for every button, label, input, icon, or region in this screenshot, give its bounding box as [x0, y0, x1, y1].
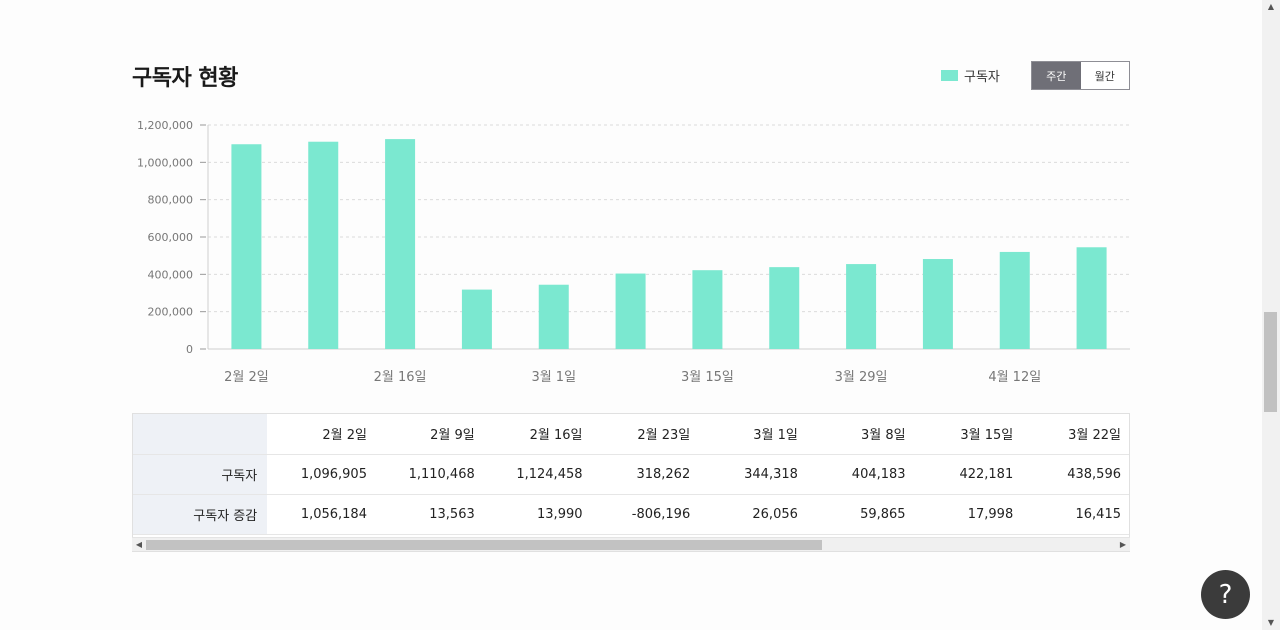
vertical-scrollbar[interactable]: ▲ ▼	[1262, 0, 1280, 630]
y-tick-label: 1,000,000	[137, 156, 193, 169]
table-cell: 1,124,458	[516, 466, 583, 482]
bar-12	[1076, 247, 1107, 349]
table-cell: 1,056,184	[300, 506, 367, 522]
y-tick-label: 200,000	[148, 306, 194, 319]
table-cell: 26,056	[752, 506, 798, 522]
column-header: 3월 15일	[960, 428, 1014, 444]
subscriber-bar-chart: 0 200,000 400,000 600,000 800,000 1,000,000 1,…	[137, 119, 1130, 385]
column-header: 3월 1일	[753, 428, 798, 444]
chart-legend: 구독자	[941, 66, 1000, 85]
table-cell: 1,096,905	[300, 466, 367, 482]
x-tick-label: 3월 1일	[531, 370, 576, 385]
x-tick-label: 4월 12일	[988, 370, 1041, 385]
table-cell: 438,596	[1067, 466, 1121, 482]
table-header-row: 2월 2일 2월 9일 2월 16일 2월 23일 3월 1일 3월 8일 3월 15일 3월…	[133, 414, 1129, 454]
legend-swatch	[941, 70, 958, 81]
table-cell: 1,110,468	[408, 466, 475, 482]
y-tick-label: 600,000	[148, 231, 194, 244]
data-table-container: 2월 2일 2월 9일 2월 16일 2월 23일 3월 1일 3월 8일 3월 15일 3월…	[132, 413, 1130, 552]
table-cell: 16,415	[1075, 506, 1122, 522]
table-cell: 59,865	[860, 506, 906, 522]
bar-1	[231, 144, 262, 349]
page-title: 구독자 현황	[132, 66, 238, 91]
bar-5	[538, 284, 569, 349]
bar-10	[922, 259, 953, 349]
bar-11	[999, 251, 1030, 349]
table-row: 구독자 증감 1,056,184 13,563 13,990 -806,196 26,05…	[133, 494, 1129, 534]
table-cell: 13,563	[429, 506, 475, 522]
y-tick-label: 1,200,000	[137, 119, 193, 132]
scroll-left-icon[interactable]: ◀	[135, 540, 143, 549]
weekly-toggle-button[interactable]: 주간	[1032, 62, 1081, 89]
y-tick-label: 800,000	[148, 194, 194, 207]
bar-4	[461, 289, 492, 349]
scroll-right-icon[interactable]: ▶	[1119, 540, 1127, 549]
monthly-toggle-button[interactable]: 월간	[1080, 62, 1129, 89]
x-tick-label: 3월 15일	[681, 370, 734, 385]
x-tick-label: 2월 16일	[374, 370, 427, 385]
x-tick-label: 3월 29일	[835, 370, 888, 385]
column-header: 3월 8일	[860, 428, 906, 444]
bar-2	[308, 141, 339, 349]
horizontal-scrollbar[interactable]: ◀ ▶	[132, 537, 1130, 551]
table-cell: -806,196	[631, 506, 691, 522]
bar-9	[846, 264, 877, 349]
column-header: 2월 23일	[637, 428, 691, 444]
horizontal-scroll-thumb[interactable]	[146, 540, 822, 550]
bar-7	[692, 270, 723, 349]
row-header: 구독자 증감	[133, 494, 268, 534]
help-button[interactable]: ?	[1201, 570, 1250, 619]
table-cell: 13,990	[537, 506, 583, 522]
period-toggle: 주간 월간	[1031, 61, 1130, 90]
column-header: 2월 16일	[529, 428, 583, 444]
data-table: 2월 2일 2월 9일 2월 16일 2월 23일 3월 1일 3월 8일 3월 15일 3월…	[133, 414, 1129, 535]
scroll-down-icon[interactable]: ▼	[1267, 618, 1275, 627]
table-cell: 344,318	[744, 466, 798, 482]
y-tick-label: 400,000	[148, 268, 194, 281]
column-header: 2월 9일	[430, 428, 475, 444]
scroll-up-icon[interactable]: ▲	[1267, 2, 1275, 11]
x-tick-label: 2월 2일	[224, 370, 269, 385]
legend-label: 구독자	[964, 70, 1000, 85]
table-cell: 318,262	[636, 466, 691, 482]
bar-3	[385, 139, 416, 349]
table-cell: 404,183	[851, 466, 906, 482]
table-cell: 17,998	[967, 506, 1014, 522]
table-cell: 422,181	[959, 466, 1014, 482]
vertical-scroll-thumb[interactable]	[1264, 312, 1277, 412]
column-header: 3월 22일	[1068, 428, 1121, 444]
column-header: 2월 2일	[322, 428, 367, 444]
table-corner-cell	[133, 414, 268, 454]
y-tick-label: 0	[186, 343, 193, 356]
table-row: 구독자 1,096,905 1,110,468 1,124,458 318,262 344…	[133, 454, 1129, 494]
bar-6	[615, 273, 646, 349]
row-header: 구독자	[133, 454, 268, 494]
bar-8	[769, 267, 800, 349]
